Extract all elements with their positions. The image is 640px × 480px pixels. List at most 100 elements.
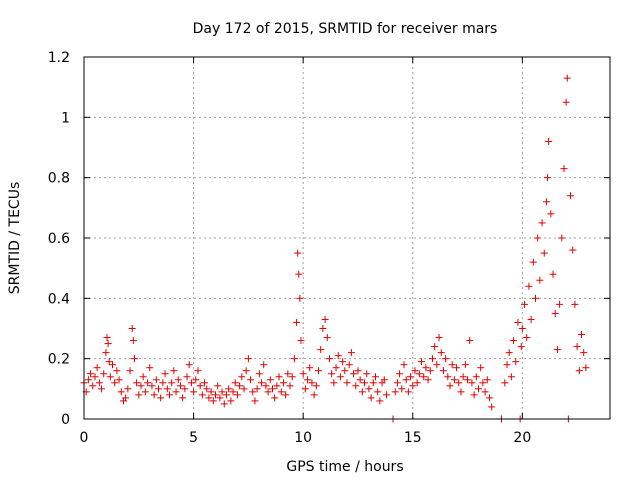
data-point xyxy=(503,361,511,369)
data-point xyxy=(168,379,176,387)
data-point xyxy=(420,373,428,381)
data-point xyxy=(216,394,224,402)
data-point xyxy=(407,373,415,381)
data-point xyxy=(569,246,577,254)
data-point xyxy=(424,376,432,384)
data-point xyxy=(475,385,482,393)
data-point xyxy=(534,234,542,242)
data-point xyxy=(117,388,125,396)
data-point xyxy=(466,337,474,345)
data-point xyxy=(507,373,515,381)
x-tick-label: 5 xyxy=(189,430,198,446)
data-point xyxy=(380,376,388,384)
data-point xyxy=(518,325,526,332)
x-tick-labels: 0 5 10 15 20 xyxy=(80,430,532,446)
data-point xyxy=(115,376,123,384)
data-point xyxy=(345,361,353,369)
data-point xyxy=(266,376,274,384)
data-point xyxy=(133,379,141,387)
data-point xyxy=(205,394,213,402)
data-point xyxy=(418,358,426,366)
data-point xyxy=(212,391,219,399)
data-point xyxy=(376,397,384,405)
data-point xyxy=(179,394,187,402)
data-point xyxy=(220,400,228,408)
data-point xyxy=(328,370,336,378)
data-point xyxy=(155,385,163,393)
data-point xyxy=(446,382,454,390)
data-point xyxy=(505,349,513,357)
data-point xyxy=(129,337,137,345)
data-point xyxy=(218,388,226,396)
data-point xyxy=(481,388,489,396)
data-point xyxy=(124,385,132,393)
y-tick-label: 0.4 xyxy=(48,291,70,307)
data-point xyxy=(553,346,561,354)
data-point xyxy=(288,373,296,381)
data-point xyxy=(459,373,467,381)
x-tick-label: 0 xyxy=(80,430,89,446)
data-point xyxy=(472,373,480,381)
y-tick-labels: 0 0.2 0.4 0.6 0.8 1 1.2 xyxy=(48,50,70,428)
data-point xyxy=(437,349,445,357)
data-point xyxy=(538,219,546,227)
data-point xyxy=(527,315,535,323)
data-point xyxy=(185,361,193,369)
data-point xyxy=(275,373,283,381)
data-point xyxy=(485,394,493,402)
data-point xyxy=(194,367,202,375)
data-point xyxy=(461,361,469,369)
data-point xyxy=(255,370,263,378)
data-point xyxy=(525,282,533,290)
data-point xyxy=(544,174,552,182)
data-point xyxy=(247,376,255,384)
data-point xyxy=(442,355,450,363)
data-point xyxy=(448,361,456,369)
data-point xyxy=(582,364,590,372)
data-point xyxy=(268,385,276,393)
data-point xyxy=(477,364,485,372)
data-point xyxy=(98,385,106,393)
data-point xyxy=(152,376,160,384)
data-point xyxy=(84,376,92,384)
data-point xyxy=(455,379,463,387)
data-point xyxy=(258,379,266,387)
data-point xyxy=(558,234,566,242)
data-point xyxy=(111,379,119,387)
data-point xyxy=(529,258,537,266)
data-point xyxy=(398,385,406,393)
data-point xyxy=(135,391,143,399)
data-point xyxy=(157,394,165,402)
data-point xyxy=(341,367,349,375)
data-point xyxy=(354,367,362,375)
data-point xyxy=(512,358,520,366)
data-point xyxy=(102,349,110,357)
data-point xyxy=(104,340,112,348)
data-point xyxy=(358,388,366,396)
data-point xyxy=(428,355,436,363)
data-point xyxy=(415,370,423,378)
data-point xyxy=(293,318,301,326)
x-tick-label: 20 xyxy=(513,430,531,446)
data-point xyxy=(95,379,103,387)
data-points xyxy=(80,74,590,423)
data-point xyxy=(159,379,167,387)
data-point xyxy=(148,382,156,390)
data-point xyxy=(488,403,496,411)
data-point xyxy=(139,373,147,381)
data-point xyxy=(294,249,302,257)
data-point xyxy=(306,364,314,372)
data-point xyxy=(262,382,270,390)
data-point xyxy=(479,379,487,387)
data-point xyxy=(330,379,338,387)
data-point xyxy=(573,343,581,351)
y-tick-label: 1.2 xyxy=(48,50,70,66)
chart-title: Day 172 of 2015, SRMTID for receiver mar… xyxy=(193,21,498,37)
data-point xyxy=(296,294,304,302)
data-point xyxy=(396,370,404,378)
data-point xyxy=(227,397,235,405)
data-point xyxy=(367,394,375,402)
data-point xyxy=(284,370,292,378)
x-tick-label: 15 xyxy=(404,430,422,446)
